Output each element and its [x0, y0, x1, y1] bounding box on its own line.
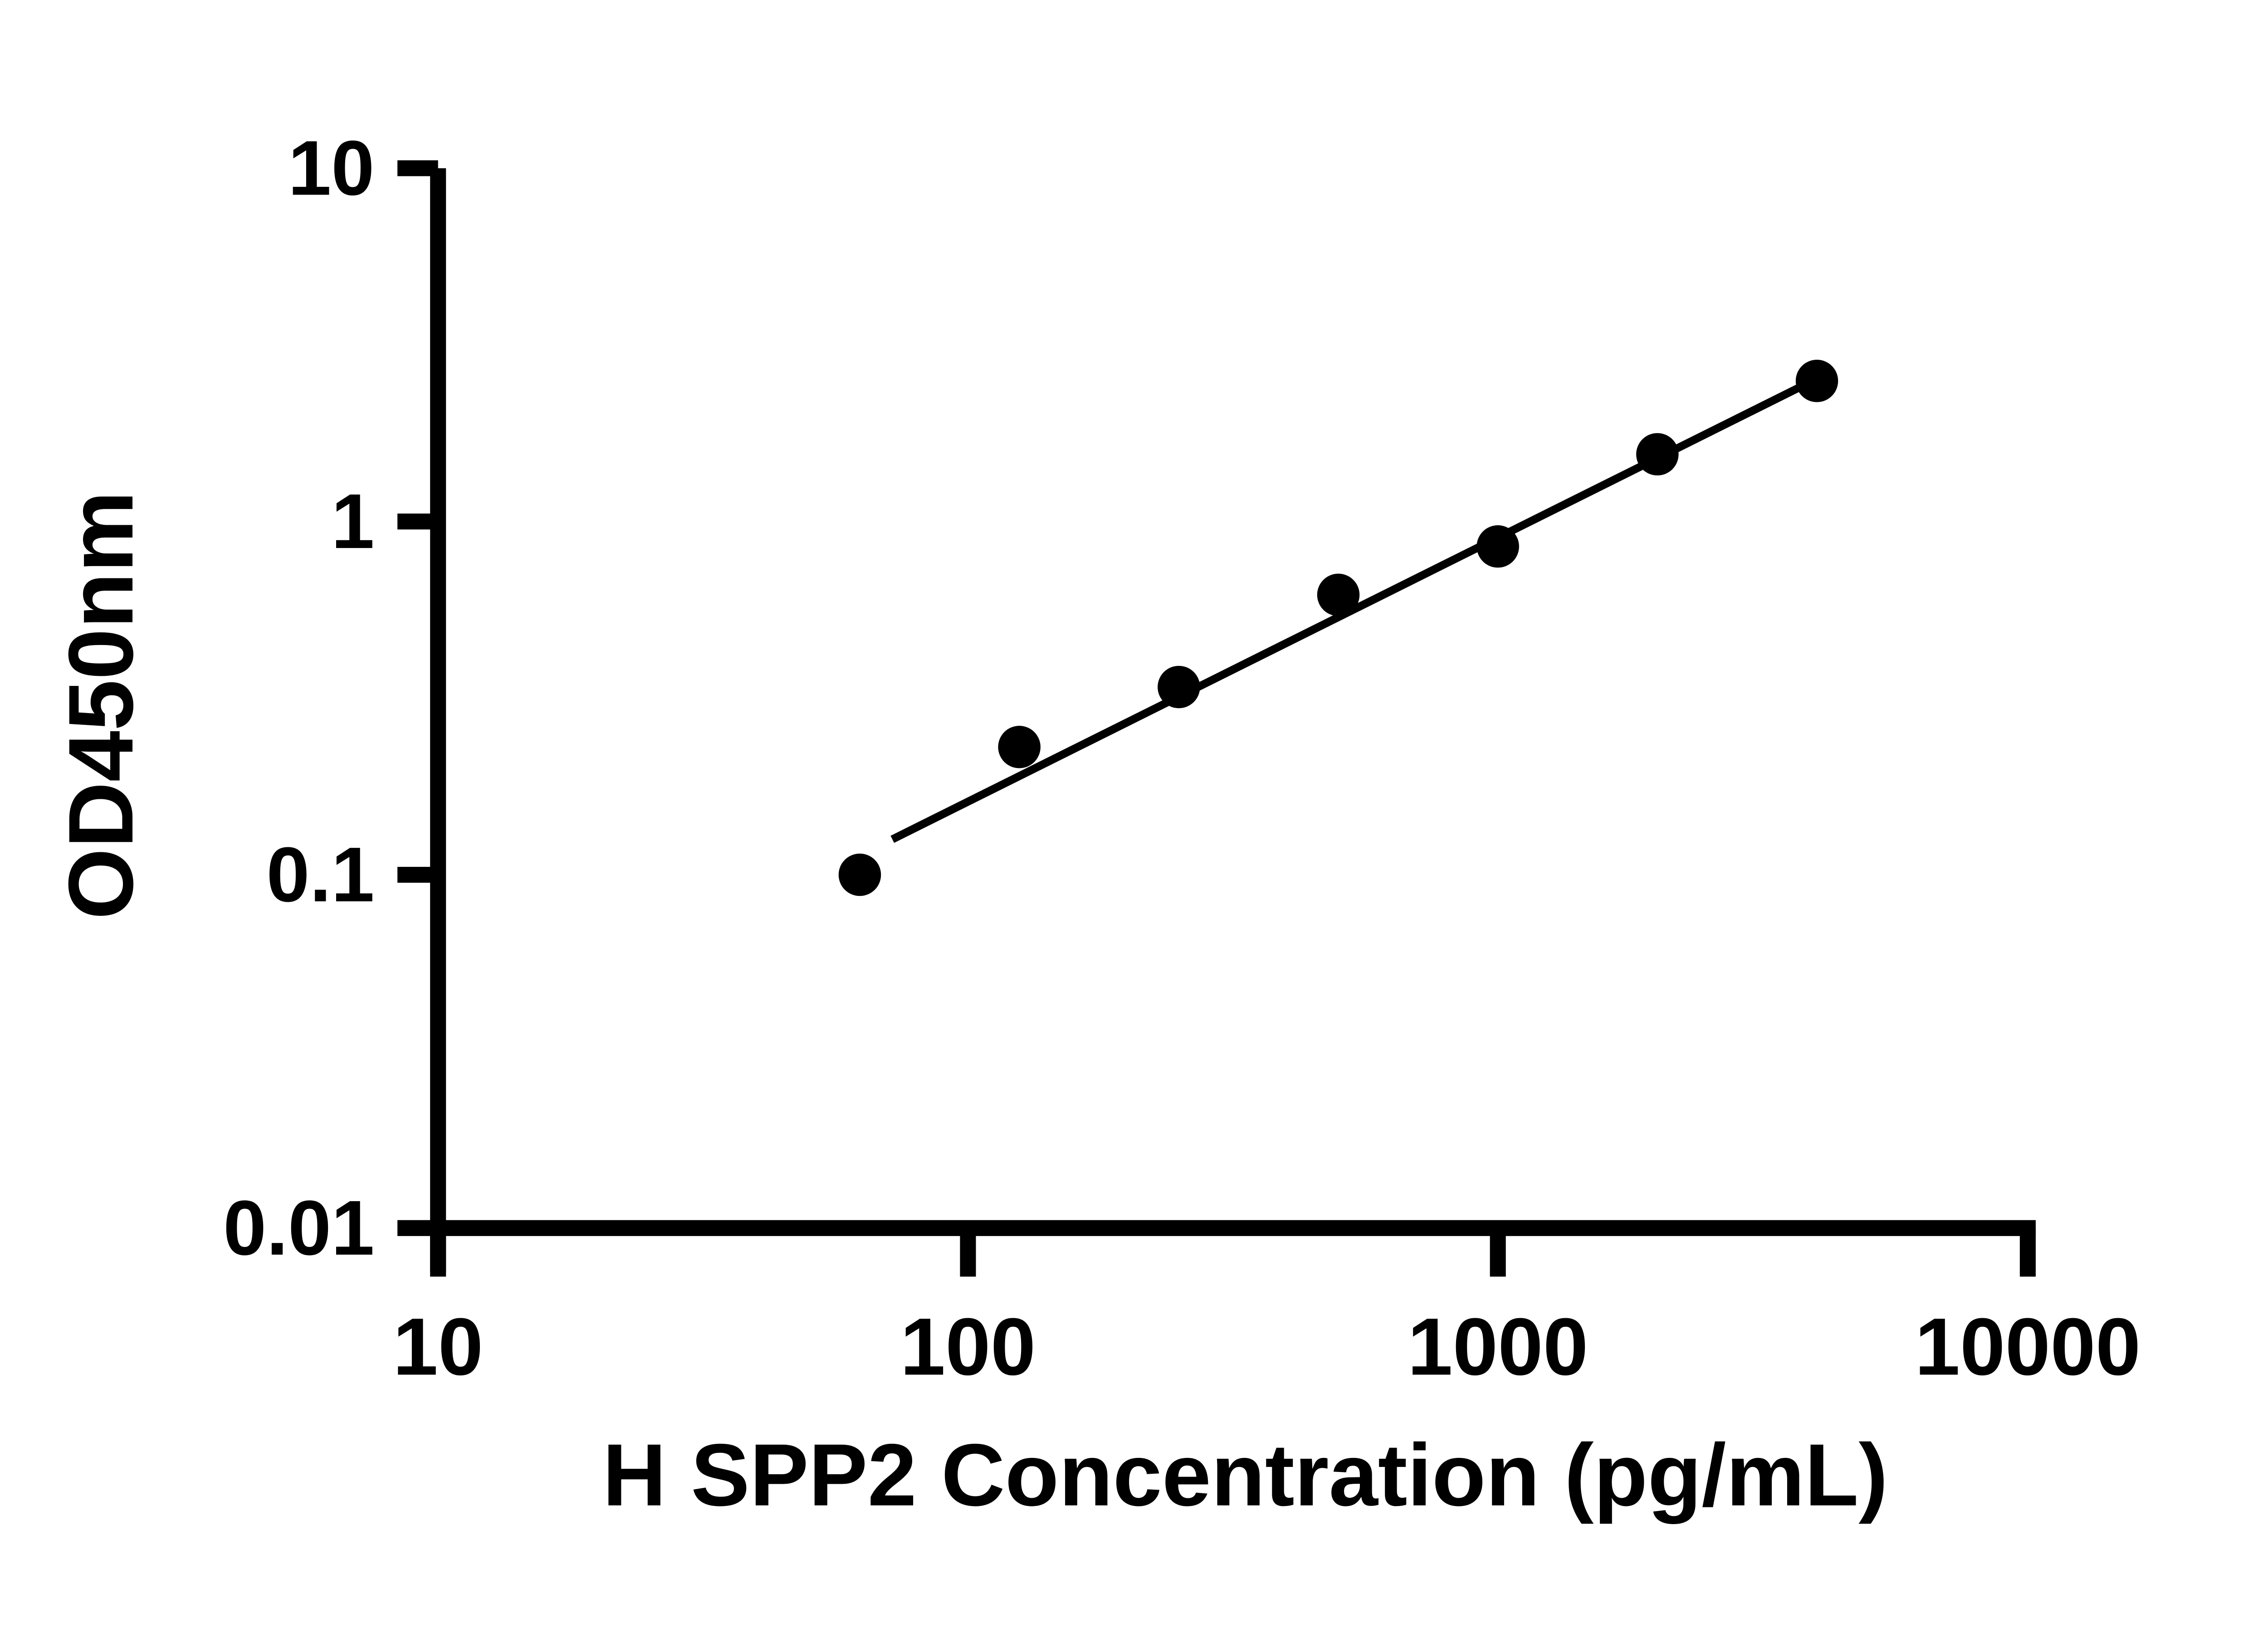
y-tick-label: 10: [288, 125, 375, 211]
x-tick-label: 100: [900, 1301, 1036, 1392]
x-tick-label: 1000: [1408, 1301, 1588, 1392]
chart-background: [0, 21, 2268, 1612]
y-axis-title: OD450nm: [49, 491, 152, 919]
ticks-layer: [397, 160, 2036, 1277]
x-tick-label: 10000: [1915, 1301, 2141, 1392]
y-tick-label: 0.01: [223, 1185, 374, 1271]
axes-layer: [430, 168, 2036, 1272]
data-layer: [838, 360, 1838, 896]
data-point: [1476, 525, 1519, 568]
data-point: [838, 853, 881, 896]
x-tick-label: 10: [393, 1301, 483, 1392]
data-point: [1317, 573, 1360, 616]
x-axis-title: H SPP2 Concentration (pg/mL): [602, 1426, 1888, 1525]
data-point: [1795, 360, 1838, 402]
y-tick-label: 1: [331, 478, 374, 565]
data-point: [1636, 433, 1679, 476]
y-tick-label: 0.1: [266, 831, 374, 918]
data-point: [998, 726, 1041, 768]
data-point: [1158, 665, 1200, 709]
